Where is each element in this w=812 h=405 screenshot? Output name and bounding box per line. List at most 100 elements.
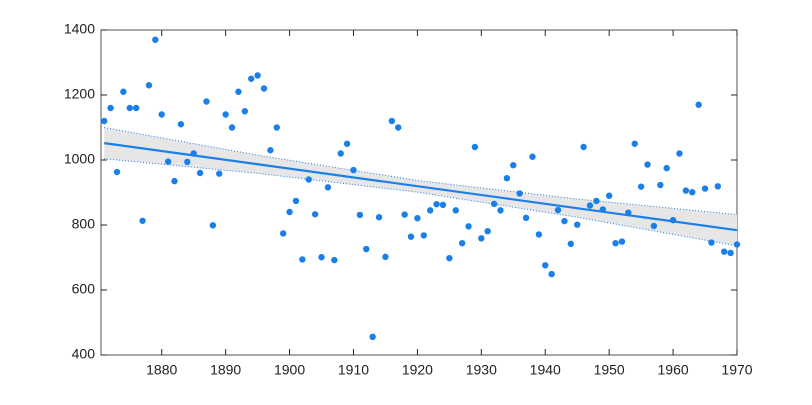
data-point <box>561 217 568 225</box>
data-point <box>241 108 249 115</box>
data-point <box>452 207 459 214</box>
data-point <box>586 202 594 209</box>
data-point <box>401 211 408 218</box>
data-point <box>714 183 722 190</box>
data-point <box>152 36 159 43</box>
data-point <box>701 185 709 192</box>
data-point <box>356 211 364 219</box>
data-point <box>554 206 562 214</box>
data-point <box>637 183 645 190</box>
data-point <box>164 158 172 165</box>
data-point <box>305 176 312 183</box>
data-point <box>267 147 274 154</box>
data-point <box>222 111 229 118</box>
x-tick-label: 1960 <box>658 362 689 378</box>
data-point <box>100 117 108 125</box>
x-tick-label: 1900 <box>274 362 305 378</box>
data-point <box>439 201 447 209</box>
data-point <box>535 231 543 238</box>
data-point <box>631 140 638 147</box>
data-point <box>542 262 549 269</box>
data-point <box>369 333 376 340</box>
data-point <box>465 223 472 230</box>
data-point <box>612 240 619 247</box>
data-point <box>331 256 338 264</box>
x-tick-label: 1970 <box>721 362 752 378</box>
data-point <box>216 170 223 177</box>
data-point <box>132 104 140 112</box>
data-point <box>260 85 268 92</box>
data-point <box>522 214 530 222</box>
data-point <box>478 235 485 242</box>
x-tick-label: 1890 <box>210 362 241 378</box>
data-point <box>292 197 300 205</box>
data-point <box>574 221 581 228</box>
data-point <box>311 211 319 218</box>
data-point <box>273 124 280 131</box>
y-tick-label: 400 <box>72 346 96 362</box>
data-point <box>279 230 287 237</box>
data-point <box>209 222 217 229</box>
data-point <box>516 190 523 197</box>
x-tick-label: 1940 <box>530 362 561 378</box>
data-point <box>343 140 351 147</box>
data-point <box>113 168 121 176</box>
data-point <box>721 248 728 255</box>
y-tick-label: 600 <box>72 281 96 297</box>
data-point <box>248 75 255 82</box>
data-point <box>657 181 664 189</box>
data-point <box>426 207 434 214</box>
data-point <box>184 158 191 166</box>
data-point <box>446 254 453 262</box>
data-point <box>203 98 210 105</box>
data-point <box>395 124 402 131</box>
data-point <box>497 207 504 214</box>
y-tick-label: 800 <box>72 216 96 232</box>
data-point <box>254 72 261 79</box>
plot-area <box>100 29 738 356</box>
data-point <box>733 241 741 248</box>
data-point <box>567 240 575 248</box>
data-point <box>363 245 370 253</box>
data-point <box>695 101 702 108</box>
data-point <box>337 150 344 157</box>
data-point <box>490 200 498 208</box>
data-point <box>139 217 146 224</box>
data-point <box>618 238 626 245</box>
x-tick-label: 1920 <box>402 362 433 378</box>
data-point <box>471 143 479 151</box>
data-point <box>644 161 651 168</box>
y-tick-label: 1200 <box>64 86 95 102</box>
data-point <box>689 188 696 196</box>
data-point <box>388 117 396 125</box>
x-tick-label: 1930 <box>466 362 497 378</box>
data-point <box>177 121 185 128</box>
data-point <box>107 104 114 112</box>
data-point <box>350 166 357 174</box>
data-point <box>286 208 293 216</box>
data-point <box>727 249 734 257</box>
data-point <box>235 88 242 95</box>
data-point <box>433 201 440 208</box>
data-point <box>324 184 332 191</box>
data-point <box>605 192 613 199</box>
data-point <box>676 150 683 157</box>
data-point <box>580 143 587 151</box>
data-point <box>145 82 153 89</box>
data-point <box>548 270 555 278</box>
data-point <box>663 164 670 172</box>
data-point <box>158 111 165 118</box>
data-point <box>407 233 415 240</box>
data-point <box>593 197 600 205</box>
data-point <box>228 124 236 131</box>
data-point <box>382 253 389 261</box>
x-tick-label: 1910 <box>338 362 369 378</box>
y-tick-label: 1400 <box>64 21 95 37</box>
data-point <box>708 239 715 246</box>
data-point <box>414 214 421 222</box>
data-point <box>318 253 325 261</box>
data-point <box>299 256 306 263</box>
data-point <box>650 222 658 230</box>
data-point <box>196 169 204 177</box>
